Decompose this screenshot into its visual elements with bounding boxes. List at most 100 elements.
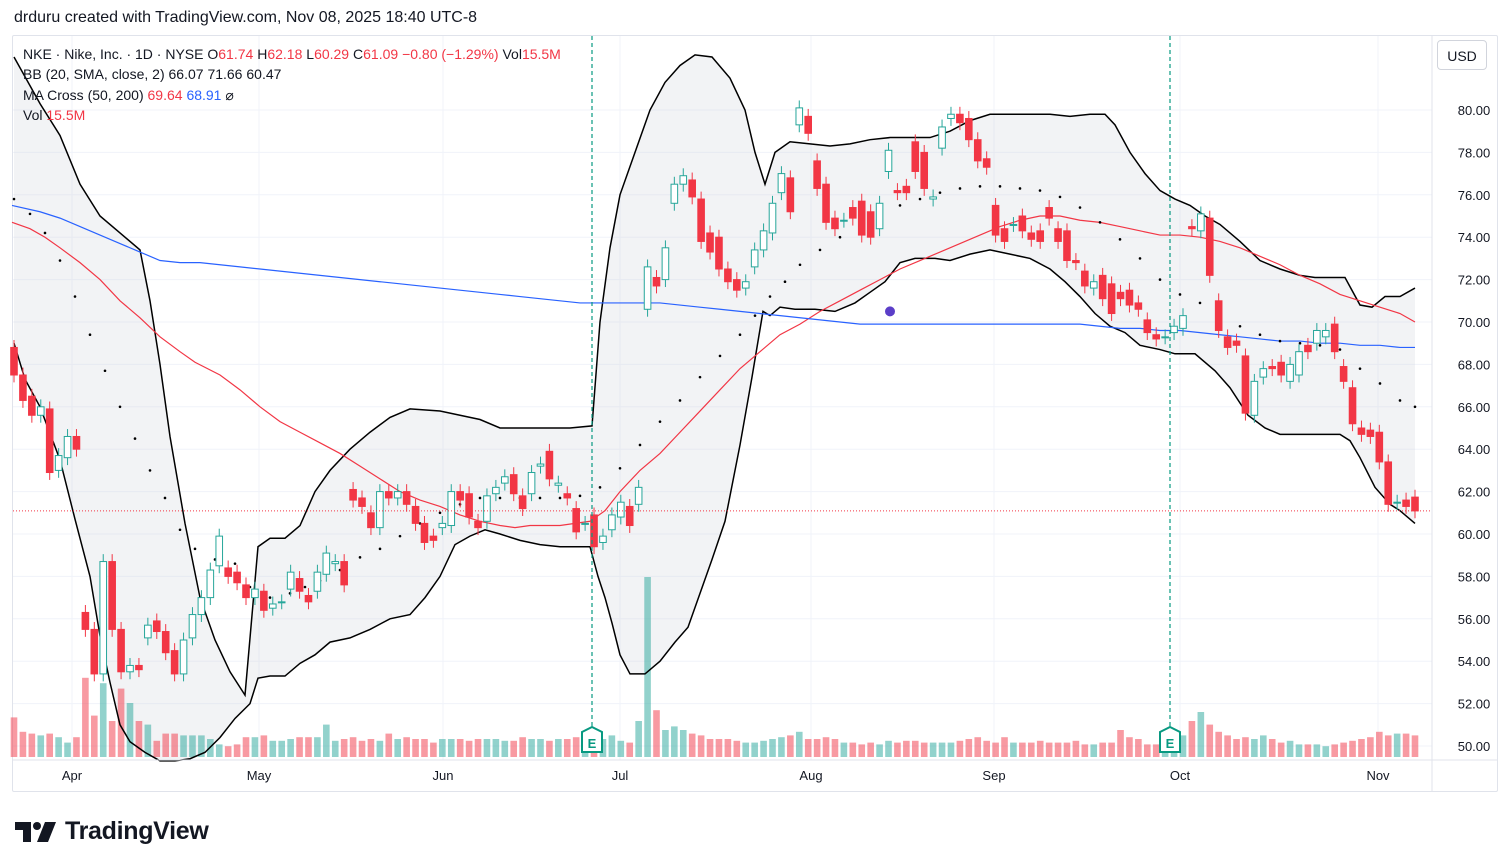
volume-bar xyxy=(1268,739,1276,757)
volume-bar xyxy=(1081,744,1089,757)
candle-body xyxy=(1018,215,1027,232)
currency-button[interactable]: USD xyxy=(1437,40,1487,70)
volume-bar xyxy=(617,740,625,757)
ma-label: MA Cross (50, 200) xyxy=(23,86,144,103)
candle-body xyxy=(1214,300,1223,331)
candle-body xyxy=(197,597,206,616)
volume-bar xyxy=(1045,742,1053,757)
candle-body xyxy=(617,501,625,518)
candle-body xyxy=(625,505,634,527)
legend-row-bb[interactable]: BB (20, SMA, close, 2) 66.07 71.66 60.47 xyxy=(23,64,561,84)
candle-body xyxy=(1348,387,1357,425)
candle-body xyxy=(1357,427,1366,435)
candle-body xyxy=(1339,366,1348,382)
candle-body xyxy=(349,488,357,501)
psar-dot xyxy=(818,248,822,252)
psar-dot xyxy=(768,295,772,298)
candle-body xyxy=(670,183,679,204)
volume-bar xyxy=(947,742,955,757)
ma50-line xyxy=(11,215,1416,529)
legend-row-vol[interactable]: Vol 15.5M xyxy=(23,105,561,125)
volume-bar xyxy=(64,742,71,757)
symbol-label[interactable]: NKE · Nike, Inc. · 1D · NYSE xyxy=(23,46,204,62)
psar-dot xyxy=(103,369,107,373)
volume-bar xyxy=(1242,737,1249,757)
price-tick-label: 64.00 xyxy=(1458,442,1491,457)
candle-body xyxy=(268,603,277,609)
psar-dot xyxy=(1318,344,1322,347)
earnings-badge-label: E xyxy=(588,736,597,751)
volume-bar xyxy=(242,737,250,757)
candle-body xyxy=(741,281,750,289)
candle-body xyxy=(242,584,250,599)
volume-bar xyxy=(751,742,758,757)
volume-bar xyxy=(813,739,821,757)
candle-body xyxy=(938,126,946,149)
candle-body xyxy=(536,463,545,467)
bb-lower: 60.47 xyxy=(246,66,282,83)
psar-dot xyxy=(1238,324,1242,328)
volume-bar xyxy=(787,735,794,757)
psar-dot xyxy=(133,437,137,440)
volume-bar xyxy=(251,737,259,757)
psar-dot xyxy=(398,534,402,538)
psar-dot xyxy=(73,295,77,298)
psar-dot xyxy=(898,204,902,207)
volume-bar xyxy=(1376,731,1383,757)
legend-row-ma[interactable]: MA Cross (50, 200) 69.64 68.91 ⌀ xyxy=(23,85,561,105)
volume-bar xyxy=(171,733,178,757)
psar-dot xyxy=(58,259,62,262)
volume-bar xyxy=(108,721,116,757)
volume-bar xyxy=(929,742,937,757)
vol-value: 15.5M xyxy=(521,46,561,62)
volume-bar xyxy=(305,737,312,757)
candle-body xyxy=(126,664,134,673)
volume-bar xyxy=(1179,735,1187,757)
candle-body xyxy=(929,196,937,200)
candle-body xyxy=(161,631,170,654)
ma50-value: 69.64 xyxy=(147,86,183,103)
volume-bar xyxy=(626,742,634,757)
volume-bar xyxy=(82,677,89,757)
volume-bar xyxy=(376,740,384,757)
volume-bar xyxy=(1393,733,1401,757)
candle-body xyxy=(144,624,152,639)
price-tick-label: 78.00 xyxy=(1458,145,1491,160)
psar-dot xyxy=(43,231,47,235)
volume-bar xyxy=(224,746,232,757)
bb-fill-area xyxy=(14,54,1415,761)
volume-bar xyxy=(572,737,580,757)
candle-body xyxy=(652,276,661,287)
candle-body xyxy=(304,594,313,603)
candle-body xyxy=(973,139,982,162)
psar-dot xyxy=(678,399,682,402)
candle-body xyxy=(866,211,875,238)
volume-bar xyxy=(1286,740,1294,757)
candle-body xyxy=(920,151,929,189)
volume-bar xyxy=(795,731,803,757)
psar-dot xyxy=(1078,206,1082,209)
candle-body xyxy=(108,561,116,630)
candle-body xyxy=(54,455,63,471)
legend: NKE · Nike, Inc. · 1D · NYSE O61.74 H62.… xyxy=(23,44,561,125)
candle-body xyxy=(447,491,456,527)
volume-bar xyxy=(447,739,455,757)
candle-body xyxy=(679,175,688,185)
chart-frame[interactable] xyxy=(12,35,1498,792)
psar-dot xyxy=(1278,339,1282,343)
candle-body xyxy=(251,588,259,599)
axes: 50.00 52.00 54.00 56.00 58.00 60.00 62.00 64.00… xyxy=(13,36,1498,792)
volume-bar xyxy=(492,739,500,757)
volume-bar xyxy=(1036,740,1044,757)
candle-body xyxy=(420,522,429,543)
volume-bar xyxy=(876,744,883,757)
time-tick-label: Apr xyxy=(62,768,83,783)
candle-body xyxy=(1161,336,1169,339)
psar-dot xyxy=(12,197,16,201)
psar-dot xyxy=(498,496,502,500)
candle-body xyxy=(1268,366,1277,370)
volume-bar xyxy=(1224,735,1231,757)
change-value: −0.80 (−1.29%) xyxy=(402,46,499,62)
candle-body xyxy=(1107,283,1116,315)
